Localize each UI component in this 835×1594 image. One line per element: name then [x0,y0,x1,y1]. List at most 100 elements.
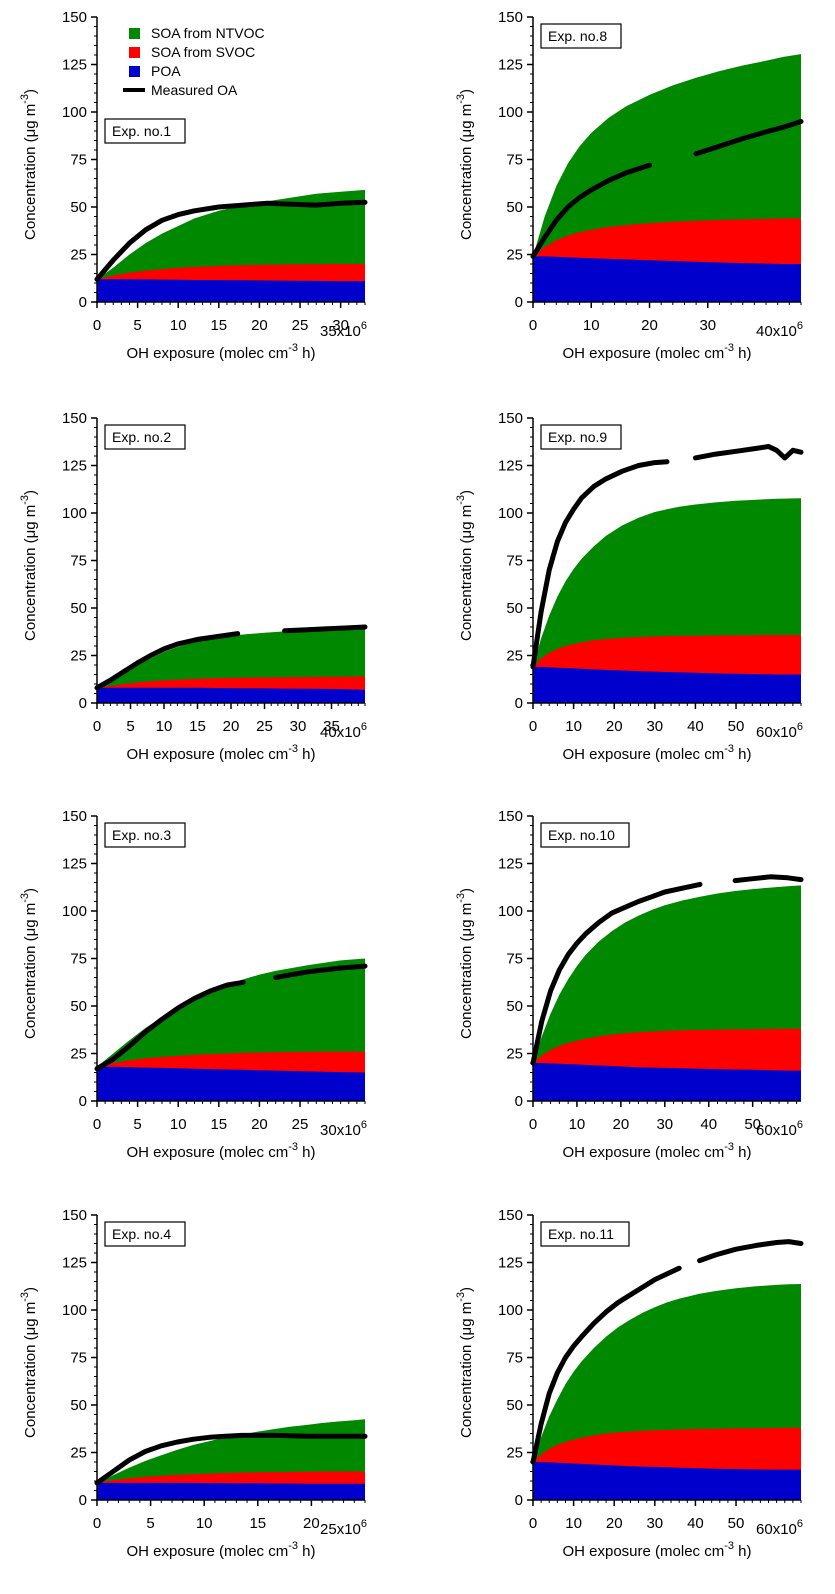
y-tick-label: 75 [506,152,523,169]
x-tick-label: 15 [249,1515,266,1532]
y-axis-title: Concentration (μg m-3) [455,888,475,1039]
experiment-label: Exp. no.4 [112,1226,171,1242]
x-axis-title-main: OH exposure (molec cm [126,746,288,763]
y-tick-label: 100 [62,1302,87,1319]
y-tick-label: 75 [506,951,523,968]
x-axis-title: OH exposure (molec cm-3 h) [562,1540,751,1560]
multiplier-value: 40 [756,323,773,340]
x-axis-title-end: h) [298,1144,316,1161]
y-tick-label: 25 [506,648,523,665]
area-poa [97,1066,365,1101]
legend-label-poa: POA [151,63,181,79]
y-tick-label: 25 [506,1046,523,1063]
y-axis-title-sup: -3 [19,495,31,505]
experiment-label-box [540,424,622,450]
area-poa [533,256,801,302]
multiplier-value: 40 [320,724,337,741]
y-tick-label: 100 [498,505,523,522]
x-tick-label: 0 [93,317,101,334]
x-tick-label: 50 [744,1116,761,1133]
y-tick-label: 50 [506,199,523,216]
y-tick-label: 150 [62,808,87,825]
experiment-label: Exp. no.10 [548,827,615,843]
multiplier-base: x10 [773,1122,797,1139]
x-axis-title-sup: -3 [724,1540,734,1552]
y-tick-label: 100 [62,903,87,920]
x-tick-label: 30 [290,718,307,735]
experiment-label-box [104,118,186,144]
x-tick-label: 40 [687,718,704,735]
experiment-label: Exp. no.9 [548,429,607,445]
experiment-label-box [540,1221,630,1247]
x-tick-label: 25 [292,1116,309,1133]
line-measured-oa [530,1239,804,1465]
x-tick-label: 30 [699,317,716,334]
multiplier-base: x10 [773,323,797,340]
y-tick-label: 125 [498,856,523,873]
y-axis-title-sup: -3 [455,495,467,505]
legend: SOA from NTVOC SOA from SVOC POA Measured O… [123,25,265,98]
y-axis-title-main: Concentration (μg m [22,104,39,240]
y-tick-label: 0 [79,695,87,712]
area-poa [533,1462,801,1500]
line-measured-oa [94,963,368,1072]
x-tick-label: 10 [583,317,600,334]
y-tick-label: 75 [506,1350,523,1367]
x-axis-title: OH exposure (molec cm-3 h) [562,1141,751,1161]
y-tick-label: 125 [62,1255,87,1272]
x-tick-label: 40 [687,1515,704,1532]
x-axis-title-sup: -3 [724,1141,734,1153]
multiplier-exponent: 6 [797,721,803,733]
experiment-label-box [104,1221,186,1247]
experiment-label: Exp. no.1 [112,123,171,139]
y-axis-title-end: ) [22,888,39,893]
multiplier-base: x10 [773,724,797,741]
y-tick-label: 150 [498,1207,523,1224]
x-axis-title-end: h) [734,746,752,763]
y-tick-label: 25 [506,1445,523,1462]
multiplier-exponent: 6 [797,320,803,332]
y-tick-label: 125 [498,1255,523,1272]
experiment-label-box [540,822,630,848]
multiplier-exponent: 6 [361,320,367,332]
y-tick-label: 25 [70,1046,87,1063]
x-tick-label: 40 [700,1116,717,1133]
x-tick-label: 0 [529,317,537,334]
y-axis-title-end: ) [22,89,39,94]
x-axis-title: OH exposure (molec cm-3 h) [562,342,751,362]
y-tick-label: 0 [79,294,87,311]
x-tick-label: 0 [529,718,537,735]
legend-label-svoc: SOA from SVOC [151,44,255,60]
x-axis-multiplier: 60x106 [756,721,803,741]
y-axis-title-sup: -3 [455,893,467,903]
y-tick-label: 100 [498,104,523,121]
multiplier-base: x10 [337,1521,361,1538]
y-tick-label: 75 [70,553,87,570]
x-axis-title: OH exposure (molec cm-3 h) [126,1141,315,1161]
x-axis-title-sup: -3 [724,342,734,354]
x-tick-label: 5 [133,317,141,334]
x-axis-title-main: OH exposure (molec cm [126,1144,288,1161]
experiment-label: Exp. no.8 [548,28,607,44]
x-axis-multiplier: 40x106 [756,320,803,340]
x-tick-label: 50 [728,718,745,735]
y-tick-label: 75 [70,1350,87,1367]
x-tick-label: 30 [656,1116,673,1133]
y-tick-label: 125 [498,57,523,74]
x-axis-title: OH exposure (molec cm-3 h) [126,1540,315,1560]
y-axis-title-main: Concentration (μg m [22,505,39,641]
x-axis-title-main: OH exposure (molec cm [562,1144,724,1161]
legend-label-measured: Measured OA [151,82,238,98]
y-axis-title: Concentration (μg m-3) [455,1287,475,1438]
y-tick-label: 150 [62,9,87,26]
x-tick-label: 10 [565,1515,582,1532]
x-axis-title-end: h) [734,1543,752,1560]
y-axis-title: Concentration (μg m-3) [19,888,39,1039]
y-tick-label: 0 [79,1093,87,1110]
y-tick-label: 50 [506,1397,523,1414]
line-measured-oa [94,624,368,691]
y-axis-title-end: ) [22,1287,39,1292]
area-poa [97,279,365,302]
